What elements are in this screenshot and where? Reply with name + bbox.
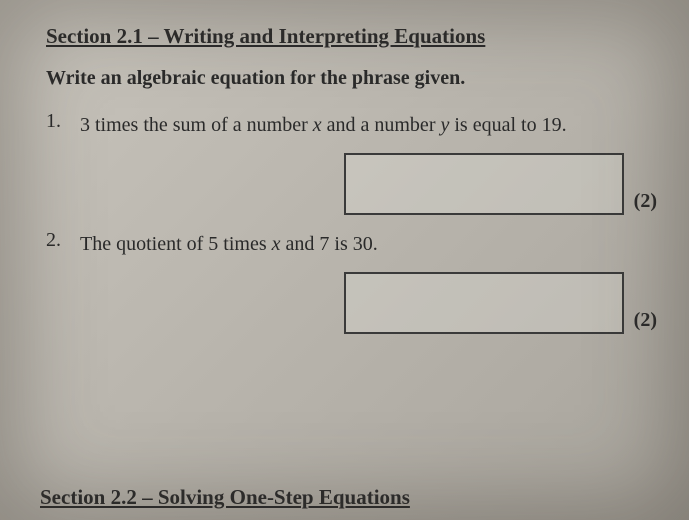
question-text: 3 times the sum of a number x and a numb…	[80, 110, 567, 141]
question-number: 1.	[46, 110, 80, 133]
variable-x: x	[272, 233, 281, 255]
text-part: is equal to 19.	[449, 114, 566, 136]
points-label: (2)	[634, 309, 657, 334]
answer-box[interactable]	[344, 153, 624, 215]
question-2: 2. The quotient of 5 times x and 7 is 30…	[46, 229, 659, 334]
text-part: and 7 is 30.	[281, 233, 378, 255]
question-number: 2.	[46, 229, 80, 252]
section-footer: Section 2.2 – Solving One-Step Equations	[40, 485, 410, 510]
question-text: The quotient of 5 times x and 7 is 30.	[80, 229, 378, 260]
text-part: The quotient of 5 times	[80, 233, 272, 255]
question-1: 1. 3 times the sum of a number x and a n…	[46, 110, 659, 215]
variable-x: x	[313, 114, 322, 136]
section-header: Section 2.1 – Writing and Interpreting E…	[46, 24, 659, 49]
answer-box[interactable]	[344, 272, 624, 334]
points-label: (2)	[634, 190, 657, 215]
text-part: 3 times the sum of a number	[80, 114, 313, 136]
text-part: and a number	[322, 114, 441, 136]
instruction-text: Write an algebraic equation for the phra…	[46, 67, 659, 90]
